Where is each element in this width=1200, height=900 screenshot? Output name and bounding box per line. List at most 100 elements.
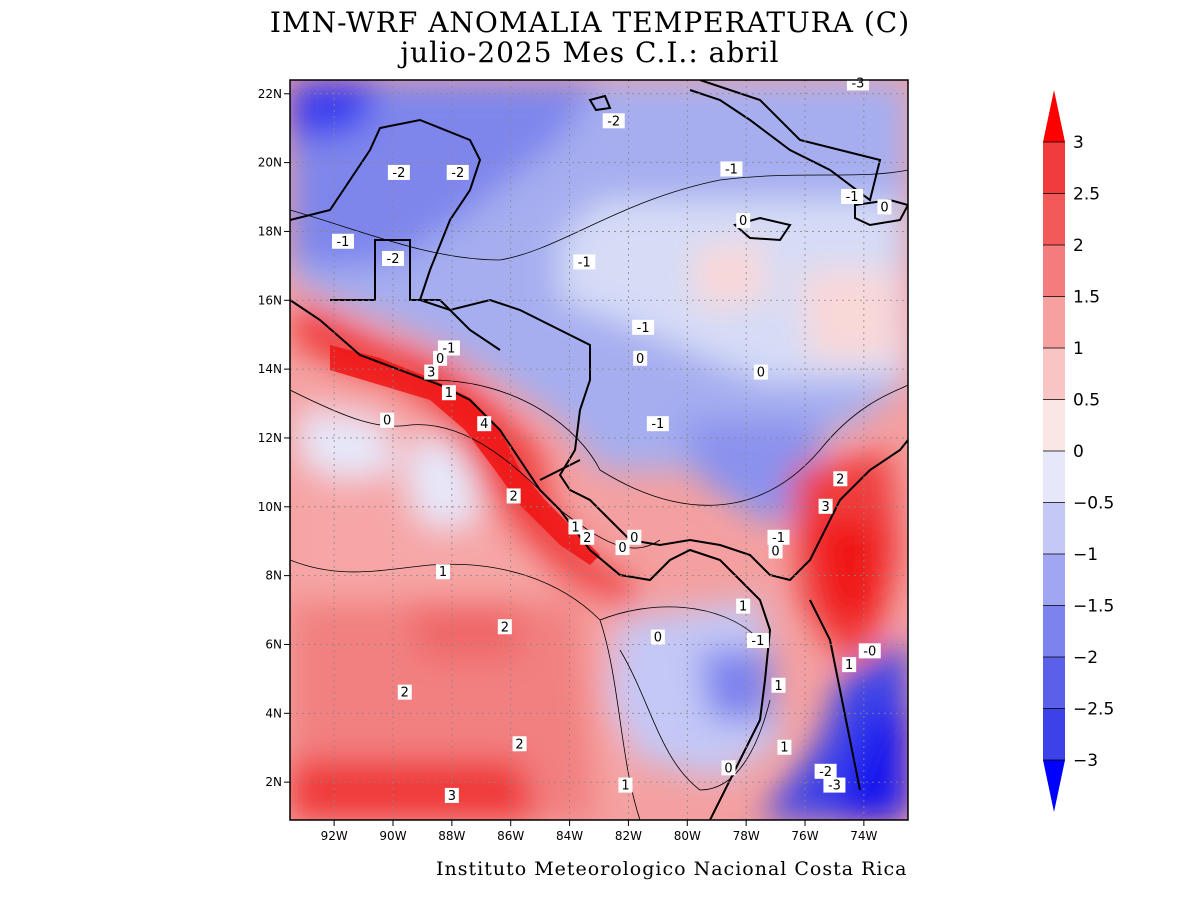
contour-label: -2 <box>819 765 832 780</box>
contour-label-bg <box>823 777 846 793</box>
lat-tick-label: 8N <box>265 569 282 583</box>
contour-label-bg <box>858 643 881 659</box>
contour-label: 0 <box>739 214 747 229</box>
contour-label: -0 <box>863 644 876 659</box>
contour-label: 0 <box>436 352 444 367</box>
colorbar-label: 1 <box>1073 339 1084 359</box>
lat-tick-label: 18N <box>258 224 282 238</box>
lon-tick-label: 80W <box>674 829 701 843</box>
contour-label-bg <box>573 254 596 270</box>
contour-label: -2 <box>392 166 405 181</box>
contour-label: -1 <box>651 417 664 432</box>
contour-label: 1 <box>845 658 853 673</box>
colorbar-label: 3 <box>1073 133 1084 153</box>
contour-label-bg <box>397 684 412 700</box>
lon-tick-label: 74W <box>850 829 877 843</box>
contour-label: -3 <box>828 779 841 794</box>
contour-label: 0 <box>757 366 765 381</box>
colorbar-segment <box>1043 142 1065 194</box>
contour-label-bg <box>380 412 395 428</box>
colorbar-label: −1.5 <box>1073 597 1114 617</box>
colorbar-segment <box>1043 657 1065 709</box>
contour-label-bg <box>497 619 512 635</box>
contour-label: 2 <box>515 737 523 752</box>
contour-label: 1 <box>780 741 788 756</box>
contour-label: 0 <box>654 631 662 646</box>
contour-label: 0 <box>880 200 888 215</box>
contour-label: 4 <box>480 417 488 432</box>
contour-label: -1 <box>772 531 785 546</box>
contour-label-bg <box>736 598 751 614</box>
contour-label-bg <box>580 529 595 545</box>
contour-label: 1 <box>571 520 579 535</box>
lat-tick-label: 16N <box>258 293 282 307</box>
contour-label-bg <box>618 777 633 793</box>
contour-label-bg <box>771 677 786 693</box>
lat-tick-label: 14N <box>258 362 282 376</box>
contour-label: 0 <box>771 545 779 560</box>
contour-label: 1 <box>774 679 782 694</box>
contour-label-bg <box>444 787 459 803</box>
contour-label-bg <box>777 739 792 755</box>
colorbar-label: −3 <box>1073 751 1098 771</box>
contour-label: 2 <box>401 686 409 701</box>
lon-tick-label: 84W <box>556 829 583 843</box>
colorbar-under-arrow <box>1043 760 1065 812</box>
lat-tick-label: 10N <box>258 500 282 514</box>
colorbar: 3 2.5 2 1.5 1 0.5 0 −0.5 −1 −1.5 −2 −2.5 −3 <box>1043 90 1114 812</box>
contour-label: 1 <box>739 600 747 615</box>
coastline <box>290 80 908 820</box>
contour-label: 2 <box>510 489 518 504</box>
colorbar-label: 0 <box>1073 442 1084 462</box>
contour-label: 0 <box>724 761 732 776</box>
colorbar-label: −2.5 <box>1073 700 1114 720</box>
colorbar-label: 0.5 <box>1073 391 1100 411</box>
contour-label: -1 <box>725 162 738 177</box>
lon-tick-label: 90W <box>379 829 406 843</box>
contour-label-bg <box>382 250 404 266</box>
contour-label: -1 <box>336 235 349 250</box>
contour-label: 2 <box>583 531 591 546</box>
contour-label-bg <box>650 629 665 645</box>
map-title: IMN-WRF ANOMALIA TEMPERATURA (C) <box>269 6 911 39</box>
contour-label: -1 <box>578 255 591 270</box>
colorbar-segment <box>1043 193 1065 246</box>
colorbar-segment <box>1043 348 1065 400</box>
colorbar-label: −1 <box>1073 545 1098 565</box>
lat-tick-label: 6N <box>265 637 282 651</box>
contour-label: -2 <box>451 166 464 181</box>
contour-label-bg <box>814 763 837 779</box>
contour-label: 1 <box>621 779 629 794</box>
contour-label: 0 <box>636 352 644 367</box>
colorbar-segment <box>1043 296 1065 349</box>
lat-tick-label: 4N <box>265 706 282 720</box>
colorbar-label: 2 <box>1073 236 1084 256</box>
lon-tick-label: 86W <box>497 829 524 843</box>
lon-tick-label: 78W <box>733 829 760 843</box>
map-subtitle: julio-2025 Mes C.I.: abril <box>400 36 780 69</box>
credit-text: Instituto Meteorologico Nacional Costa R… <box>436 858 908 880</box>
contour-label-bg <box>441 385 456 401</box>
contour-label-bg <box>331 233 354 249</box>
lon-tick-label: 76W <box>791 829 818 843</box>
contour-label-bg <box>720 161 743 177</box>
colorbar-segment <box>1043 399 1065 452</box>
colorbar-segment <box>1043 245 1065 297</box>
contour-label-bg <box>768 543 783 559</box>
contour-label-bg <box>746 633 769 649</box>
contour-label-bg <box>842 657 857 673</box>
lat-tick-label: 20N <box>258 156 282 170</box>
axis-ticks: 22N 20N 18N 16N 14N 12N 10N 8N 6N 4N 2N 92W 90W 88W 86… <box>258 87 878 843</box>
colorbar-segment <box>1043 502 1065 555</box>
contour-label-bg <box>646 416 669 432</box>
contour-label-bg <box>721 760 736 776</box>
contour-label-bg <box>846 75 869 91</box>
colorbar-segment <box>1043 451 1065 503</box>
contour-label: -1 <box>751 634 764 649</box>
contour-label: 0 <box>630 531 638 546</box>
contour-label: 2 <box>836 472 844 487</box>
contour-label-bg <box>833 471 848 487</box>
contour-label: -1 <box>637 321 650 336</box>
contour-label-bg <box>568 519 583 535</box>
